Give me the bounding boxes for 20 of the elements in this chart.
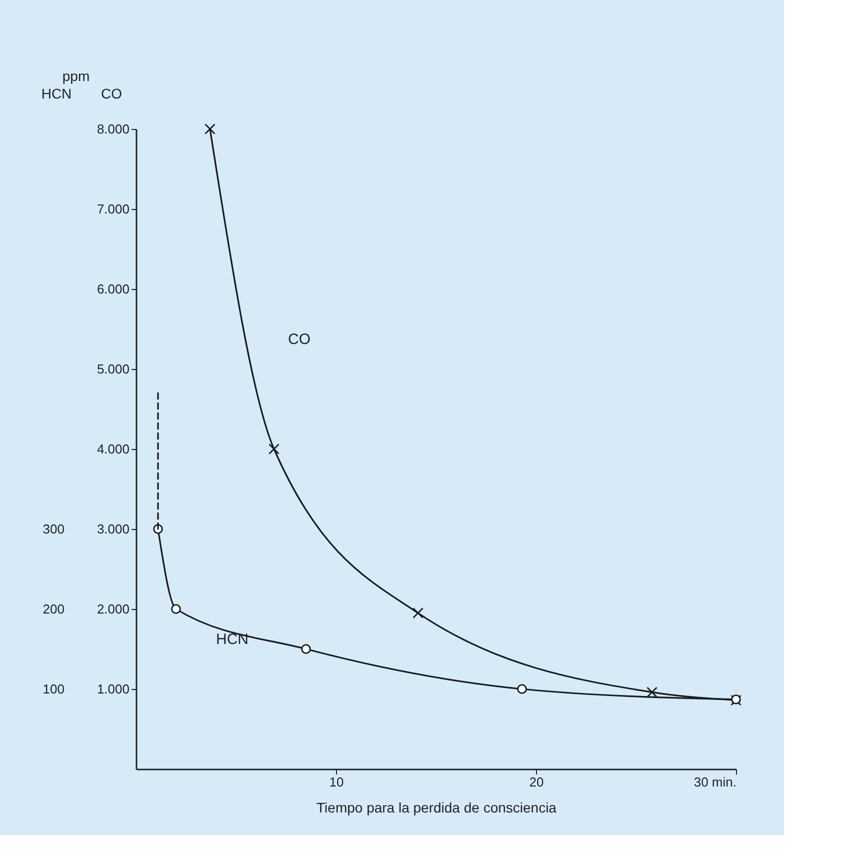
y2-tick-label: 100 <box>42 682 64 696</box>
y-tick-label: 3.000 <box>96 522 130 536</box>
y-tick-label: 8.000 <box>96 122 130 136</box>
y-tick-label: 6.000 <box>96 282 130 296</box>
text: ppm <box>62 68 90 84</box>
y2-tick-label: 300 <box>42 522 64 536</box>
text: CO <box>288 331 310 348</box>
y2-axis-title: HCN <box>41 86 72 102</box>
x-axis-title: Tiempo para la perdida de consciencia <box>316 800 557 816</box>
y-tick-label: 1.000 <box>96 682 130 696</box>
y-axis-title: CO <box>101 86 122 102</box>
y-tick-label: 5.000 <box>96 362 130 376</box>
series-label: HCN <box>216 631 248 648</box>
x-tick-label: 10 <box>329 774 344 790</box>
y2-tick-label: 200 <box>42 602 64 616</box>
x-tick-label: 20 <box>529 774 544 790</box>
y-tick-label: 4.000 <box>96 442 130 456</box>
y-tick-label: 2.000 <box>96 602 130 616</box>
y-tick-label: 7.000 <box>96 202 130 216</box>
x-tick-label: 30 min. <box>694 774 736 790</box>
